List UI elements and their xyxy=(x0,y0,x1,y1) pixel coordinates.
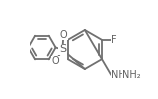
Text: O: O xyxy=(60,30,67,40)
Text: NH: NH xyxy=(111,70,126,80)
Text: F: F xyxy=(111,35,117,45)
Text: S: S xyxy=(59,44,66,55)
Text: NH₂: NH₂ xyxy=(122,70,141,80)
Text: O: O xyxy=(52,56,59,66)
